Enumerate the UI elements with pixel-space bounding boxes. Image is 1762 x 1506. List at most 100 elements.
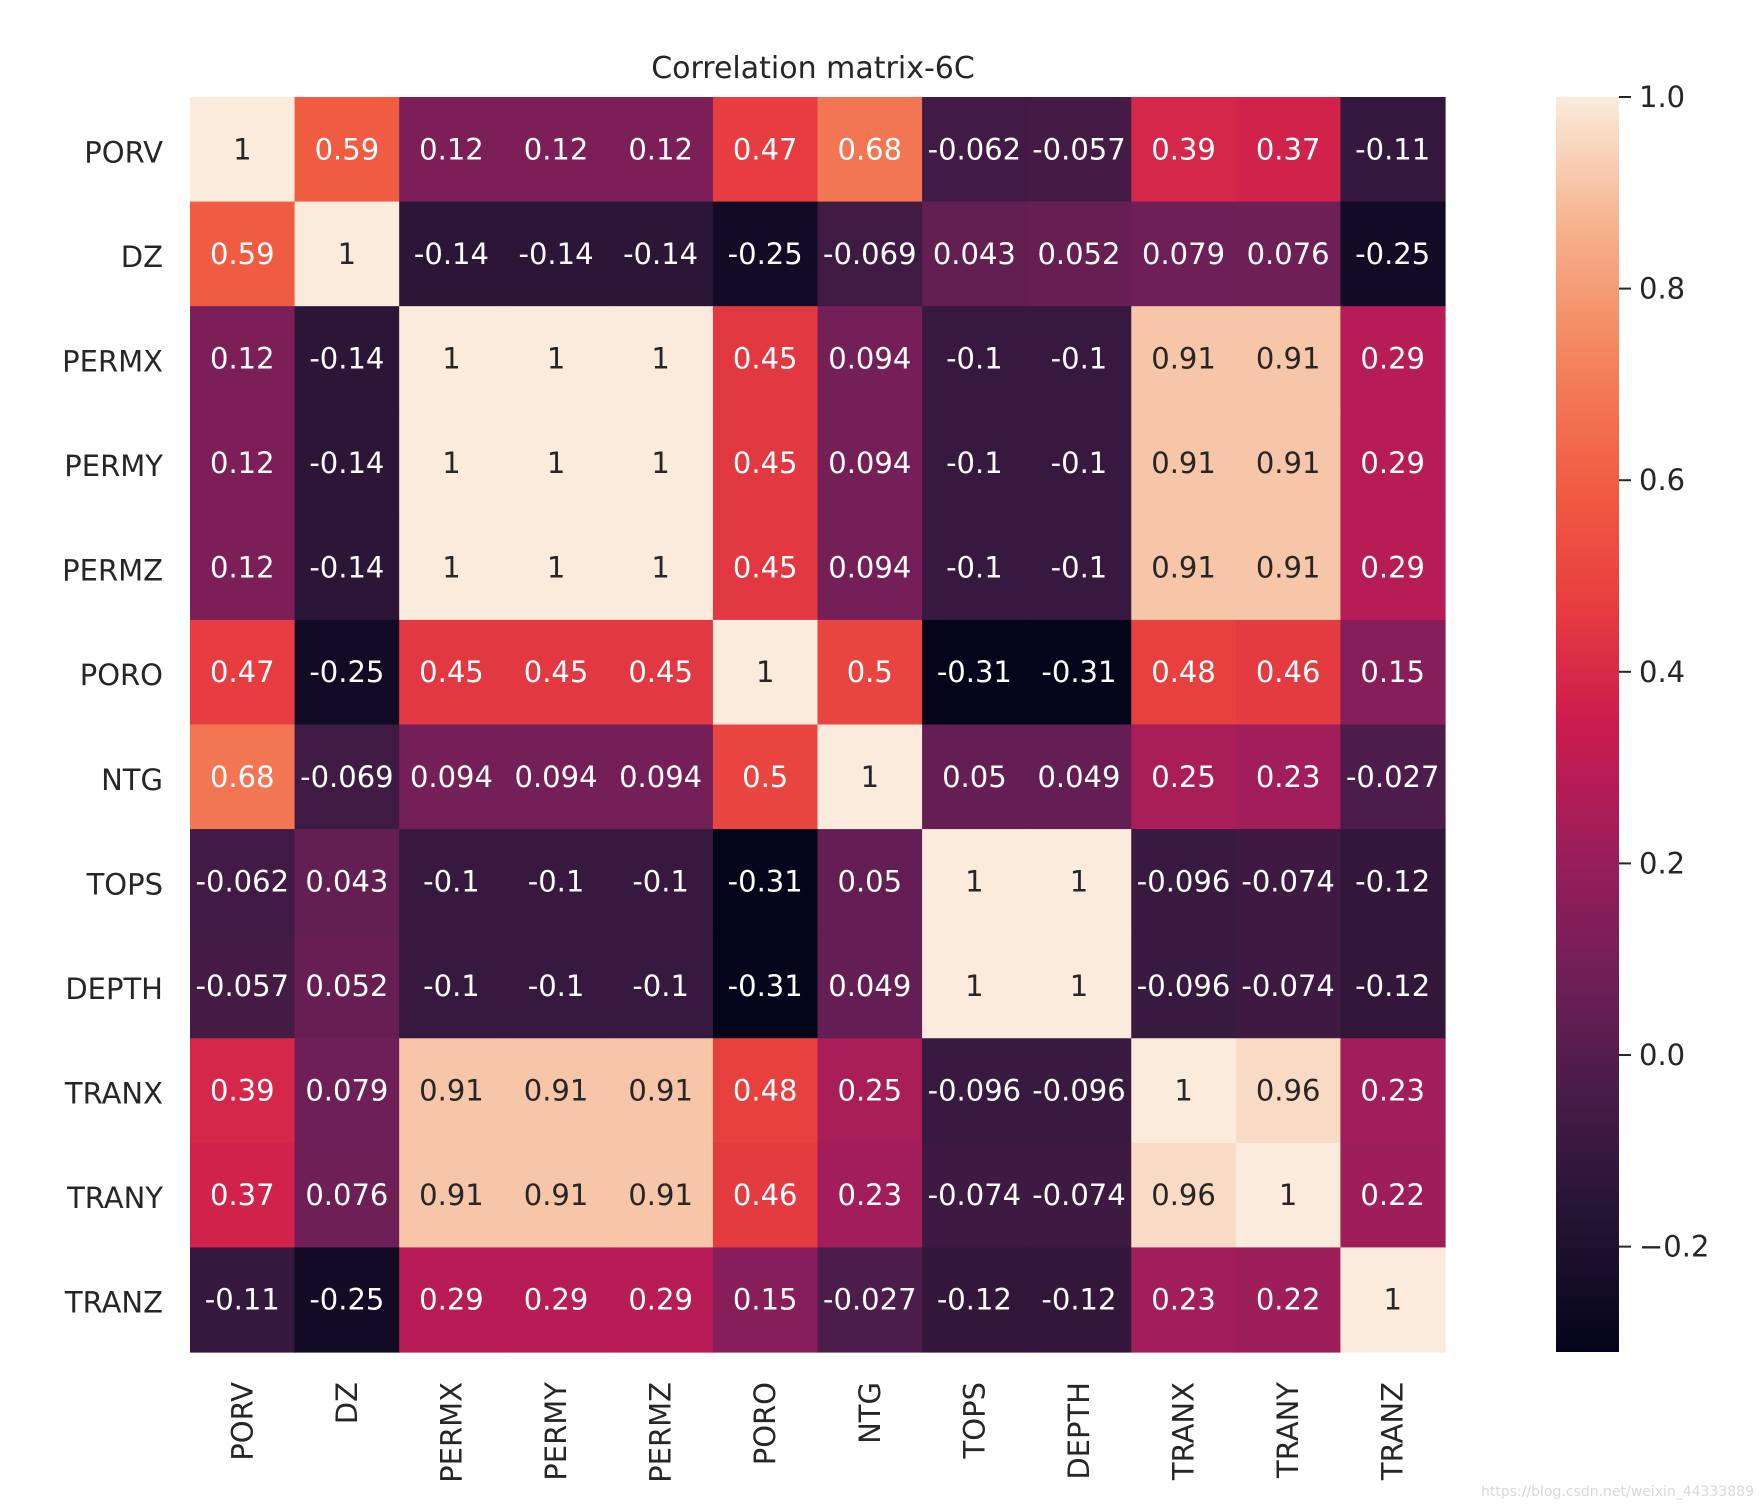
cell-value-label: 0.25 [838, 1074, 903, 1108]
y-tick-label: PERMY [64, 449, 163, 483]
heatmap-cell [503, 306, 609, 412]
x-tick-label: PORO [748, 1382, 782, 1465]
heatmap-cell [399, 1142, 505, 1249]
heatmap-cell [1026, 829, 1132, 935]
colorbar-tick-label: 0.4 [1639, 655, 1685, 689]
cell-value-label: 0.91 [419, 1178, 484, 1212]
heatmap-cell [1131, 1038, 1237, 1144]
heatmap-cell [294, 933, 400, 1039]
heatmap-cell [922, 1247, 1028, 1353]
cell-value-label: -0.074 [1032, 1178, 1126, 1212]
colorbar-tick-label: 1.0 [1639, 80, 1685, 114]
cell-value-label: -0.25 [309, 655, 384, 689]
heatmap-cell [817, 201, 923, 307]
colorbar-tick-label: 0.0 [1639, 1038, 1685, 1072]
cell-value-label: 0.91 [524, 1074, 589, 1108]
colorbar-gradient [1556, 97, 1619, 1352]
heatmap-cell [1026, 724, 1132, 830]
colorbar-tick-label: 0.8 [1639, 272, 1685, 306]
cell-value-label: 0.45 [628, 655, 693, 689]
y-tick-label: DEPTH [65, 972, 163, 1006]
heatmap-cell [294, 1247, 400, 1353]
heatmap-cell [1026, 933, 1132, 1039]
heatmap-cell [1131, 410, 1237, 516]
heatmap-cell [503, 97, 609, 203]
heatmap-cell [608, 933, 714, 1039]
cell-value-label: -0.074 [1241, 864, 1335, 898]
cell-value-label: 0.049 [828, 969, 911, 1003]
cell-value-label: 0.12 [628, 132, 693, 166]
cell-value-label: 0.91 [1256, 341, 1321, 375]
heatmap-cell [190, 201, 296, 307]
heatmap-cell [608, 97, 714, 203]
cell-value-label: 0.05 [838, 864, 903, 898]
cell-value-label: 0.29 [1360, 551, 1425, 585]
heatmap-cell [608, 306, 714, 412]
cell-value-label: 0.96 [1256, 1074, 1321, 1108]
heatmap-cell [1235, 1142, 1342, 1249]
cell-value-label: -0.057 [196, 969, 290, 1003]
heatmap-cell [1026, 97, 1132, 203]
heatmap-cell [1026, 410, 1132, 516]
heatmap-cell [399, 619, 505, 726]
cell-value-label: -0.069 [300, 760, 394, 794]
heatmap-cell [1131, 933, 1237, 1039]
cell-value-label: -0.096 [1032, 1074, 1126, 1108]
y-tick-label: TRANY [66, 1181, 163, 1215]
heatmap-cell [1026, 619, 1132, 726]
heatmap-cell [817, 619, 923, 726]
cell-value-label: 0.45 [524, 655, 589, 689]
y-tick-label: PORO [80, 658, 163, 692]
cell-value-label: 0.29 [419, 1283, 484, 1317]
cell-value-label: 0.12 [524, 132, 589, 166]
heatmap-cell [922, 410, 1028, 516]
cell-value-label: 0.25 [1151, 760, 1216, 794]
heatmap-cell [922, 201, 1028, 307]
cell-value-label: 1 [233, 132, 251, 166]
cell-value-label: -0.1 [423, 969, 480, 1003]
heatmap-cell [399, 724, 505, 830]
heatmap-cell [503, 201, 609, 307]
cell-value-label: 0.96 [1151, 1178, 1216, 1212]
cell-value-label: 1 [756, 655, 774, 689]
heatmap-cell [1340, 410, 1446, 516]
cell-value-label: 0.052 [1037, 237, 1120, 271]
heatmap-cell [1131, 201, 1237, 307]
cell-value-label: 0.37 [1256, 132, 1321, 166]
heatmap-cell [817, 515, 923, 621]
heatmap-cell [1235, 1247, 1342, 1353]
cell-value-label: 0.094 [828, 551, 911, 585]
heatmap-cell [503, 410, 609, 516]
cell-value-label: -0.1 [946, 341, 1003, 375]
cell-value-label: -0.25 [1355, 237, 1430, 271]
heatmap-cell [922, 724, 1028, 830]
cell-value-label: 0.12 [210, 446, 275, 480]
cell-value-label: -0.069 [823, 237, 917, 271]
cell-value-label: 0.91 [419, 1074, 484, 1108]
cell-value-label: 0.29 [628, 1283, 693, 1317]
cell-value-label: -0.31 [728, 969, 803, 1003]
x-tick-label: TRANX [1167, 1382, 1201, 1481]
cell-value-label: 1 [965, 969, 983, 1003]
cell-value-label: -0.14 [414, 237, 489, 271]
heatmap-cell [294, 829, 400, 935]
heatmap-cell [608, 1247, 714, 1353]
heatmap-cell [190, 515, 296, 621]
heatmap-cell [817, 1142, 923, 1249]
cell-value-label: -0.096 [928, 1074, 1022, 1108]
heatmap-cell [503, 515, 609, 621]
y-tick-label: PERMX [62, 344, 163, 378]
cell-value-label: 0.5 [847, 655, 893, 689]
heatmap-cell [817, 1038, 923, 1144]
cell-value-label: 1 [442, 551, 460, 585]
cell-value-label: -0.31 [1041, 655, 1116, 689]
heatmap-cell [817, 933, 923, 1039]
cell-value-label: 1 [547, 341, 565, 375]
cell-value-label: -0.12 [1355, 969, 1430, 1003]
heatmap-cell [1340, 1142, 1446, 1249]
heatmap-cell [399, 515, 505, 621]
cell-value-label: 0.59 [315, 132, 380, 166]
x-tick-label: TRANZ [1376, 1382, 1410, 1481]
cell-value-label: 1 [547, 551, 565, 585]
heatmap-cell [1235, 515, 1342, 621]
